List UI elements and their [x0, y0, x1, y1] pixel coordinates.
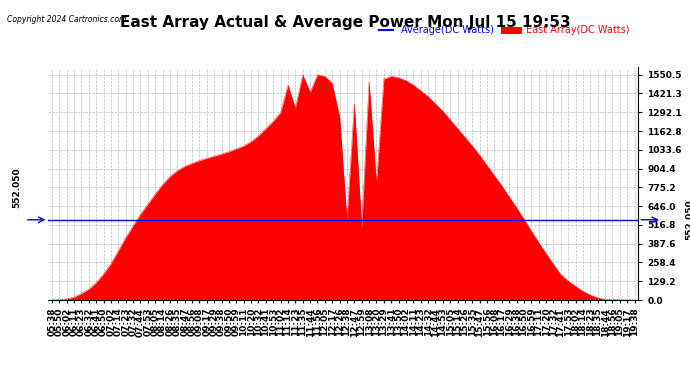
Text: East Array Actual & Average Power Mon Jul 15 19:53: East Array Actual & Average Power Mon Ju…	[119, 15, 571, 30]
Text: Copyright 2024 Cartronics.com: Copyright 2024 Cartronics.com	[7, 15, 126, 24]
Text: 552.050: 552.050	[12, 167, 22, 208]
Legend: Average(DC Watts), East Array(DC Watts): Average(DC Watts), East Array(DC Watts)	[375, 21, 633, 39]
Text: 552.050: 552.050	[685, 200, 690, 240]
